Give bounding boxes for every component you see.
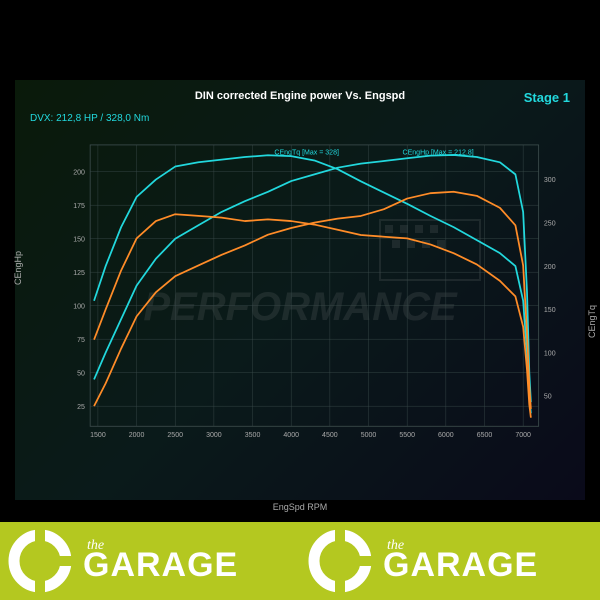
x-axis-label: EngSpd RPM — [0, 502, 600, 512]
svg-text:250: 250 — [544, 220, 556, 227]
svg-text:6500: 6500 — [477, 432, 493, 439]
svg-text:7000: 7000 — [515, 432, 531, 439]
svg-text:CEngTq [Max = 328]: CEngTq [Max = 328] — [274, 149, 339, 156]
svg-text:100: 100 — [544, 350, 556, 357]
logo-right: the GARAGE — [300, 522, 600, 600]
y-right-axis-label: CEngTq — [587, 305, 597, 338]
svg-text:175: 175 — [73, 203, 85, 210]
svg-text:5500: 5500 — [399, 432, 415, 439]
logo-garage-text: GARAGE — [83, 546, 238, 585]
svg-text:25: 25 — [77, 404, 85, 411]
dyno-plot: 1500 2000 2500 3000 3500 4000 4500 5000 5500 6000… — [55, 130, 565, 450]
wrench-icon — [5, 526, 75, 596]
svg-text:125: 125 — [73, 270, 85, 277]
wrench-icon — [305, 526, 375, 596]
svg-text:2500: 2500 — [167, 432, 183, 439]
logo-left: the GARAGE — [0, 522, 300, 600]
chart-title: DIN corrected Engine power Vs. Engspd — [0, 90, 600, 102]
svg-text:4500: 4500 — [322, 432, 338, 439]
svg-text:200: 200 — [544, 264, 556, 271]
svg-text:3000: 3000 — [206, 432, 222, 439]
logo-garage-text: GARAGE — [383, 546, 538, 585]
dvx-readout: DVX: 212,8 HP / 328,0 Nm — [30, 113, 149, 124]
svg-text:150: 150 — [544, 307, 556, 314]
y-left-axis-label: CEngHp — [13, 251, 23, 285]
svg-text:50: 50 — [77, 370, 85, 377]
svg-text:150: 150 — [73, 236, 85, 243]
svg-text:CEngHp [Max = 212.8]: CEngHp [Max = 212.8] — [403, 149, 474, 156]
svg-text:300: 300 — [544, 177, 556, 184]
svg-text:50: 50 — [544, 394, 552, 401]
svg-text:2000: 2000 — [129, 432, 145, 439]
svg-text:200: 200 — [73, 169, 85, 176]
svg-text:100: 100 — [73, 303, 85, 310]
svg-text:1500: 1500 — [90, 432, 106, 439]
svg-text:4000: 4000 — [283, 432, 299, 439]
stage-label: Stage 1 — [524, 90, 570, 105]
svg-text:75: 75 — [77, 337, 85, 344]
svg-text:6000: 6000 — [438, 432, 454, 439]
svg-text:3500: 3500 — [245, 432, 261, 439]
footer-logo-bar: the GARAGE the GARAGE — [0, 522, 600, 600]
svg-text:5000: 5000 — [361, 432, 377, 439]
